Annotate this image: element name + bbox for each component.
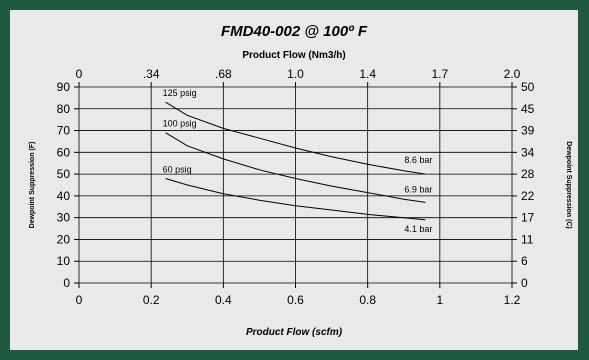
right-y-axis-title: Dewpoint Suppression (C) bbox=[565, 141, 572, 229]
right-y-tick-label: 22 bbox=[521, 189, 535, 203]
chart-svg: FMD40-002 @ 100º F Product Flow (Nm3/h) … bbox=[29, 23, 572, 338]
top-x-axis-title: Product Flow (Nm3/h) bbox=[242, 50, 345, 61]
left-y-tick-label: 70 bbox=[57, 124, 71, 138]
left-y-tick-label: 20 bbox=[57, 232, 71, 246]
right-y-tick-label: 11 bbox=[521, 232, 534, 246]
right-y-tick-label: 17 bbox=[521, 211, 535, 225]
series-end-label: 4.1 bar bbox=[404, 224, 432, 234]
bottom-x-tick-label: 1.2 bbox=[504, 293, 521, 307]
left-y-tick-label: 10 bbox=[57, 254, 71, 268]
series-start-label: 60 psig bbox=[163, 164, 192, 174]
chart-panel: FMD40-002 @ 100º F Product Flow (Nm3/h) … bbox=[10, 10, 578, 350]
series-line bbox=[165, 178, 426, 221]
right-y-tick-label: 39 bbox=[521, 124, 535, 138]
left-y-tick-label: 50 bbox=[57, 167, 71, 181]
right-y-tick-label: 0 bbox=[521, 276, 528, 290]
chart-title: FMD40-002 @ 100º F bbox=[221, 23, 368, 40]
series-layer: 125 psig 8.6 bar 100 psig 6.9 bar 60 psig 4.1… bbox=[163, 88, 433, 234]
top-x-tick-label: 0 bbox=[76, 67, 83, 81]
bottom-x-axis-title: Product Flow (scfm) bbox=[246, 327, 343, 338]
right-y-tick-label: 28 bbox=[521, 167, 535, 181]
left-y-tick-label: 80 bbox=[57, 102, 71, 116]
series-end-label: 8.6 bar bbox=[404, 155, 432, 165]
left-y-tick-label: 90 bbox=[57, 80, 71, 94]
bottom-x-tick-label: 0.6 bbox=[287, 293, 304, 307]
left-y-tick-label: 40 bbox=[57, 189, 71, 203]
bottom-x-tick-label: 0 bbox=[76, 293, 83, 307]
series-line bbox=[165, 101, 426, 175]
bottom-x-tick-label: 0.4 bbox=[215, 293, 232, 307]
top-x-tick-label: 1.4 bbox=[359, 67, 376, 81]
series-start-label: 100 psig bbox=[163, 119, 197, 129]
top-x-tick-label: 1.0 bbox=[287, 67, 304, 81]
right-y-tick-label: 6 bbox=[521, 254, 528, 268]
left-y-axis-title: Dewpoint Suppression (F) bbox=[29, 142, 36, 229]
series-start-label: 125 psig bbox=[163, 88, 197, 98]
top-x-tick-label: .68 bbox=[215, 67, 232, 81]
top-x-tick-label: 1.7 bbox=[431, 67, 448, 81]
bottom-x-tick-label: 0.8 bbox=[359, 293, 376, 307]
bottom-x-tick-label: 0.2 bbox=[143, 293, 160, 307]
series-end-label: 6.9 bar bbox=[404, 184, 432, 194]
right-y-tick-label: 34 bbox=[521, 145, 535, 159]
top-x-tick-label: .34 bbox=[143, 67, 160, 81]
series-line bbox=[165, 132, 426, 203]
left-y-tick-label: 0 bbox=[63, 276, 70, 290]
bottom-x-tick-label: 1 bbox=[436, 293, 443, 307]
left-y-tick-label: 60 bbox=[57, 145, 71, 159]
left-y-tick-label: 30 bbox=[57, 211, 71, 225]
right-y-tick-label: 45 bbox=[521, 102, 535, 116]
right-y-tick-label: 50 bbox=[521, 80, 535, 94]
grid-layer bbox=[74, 82, 517, 288]
top-x-tick-label: 2.0 bbox=[504, 67, 521, 81]
